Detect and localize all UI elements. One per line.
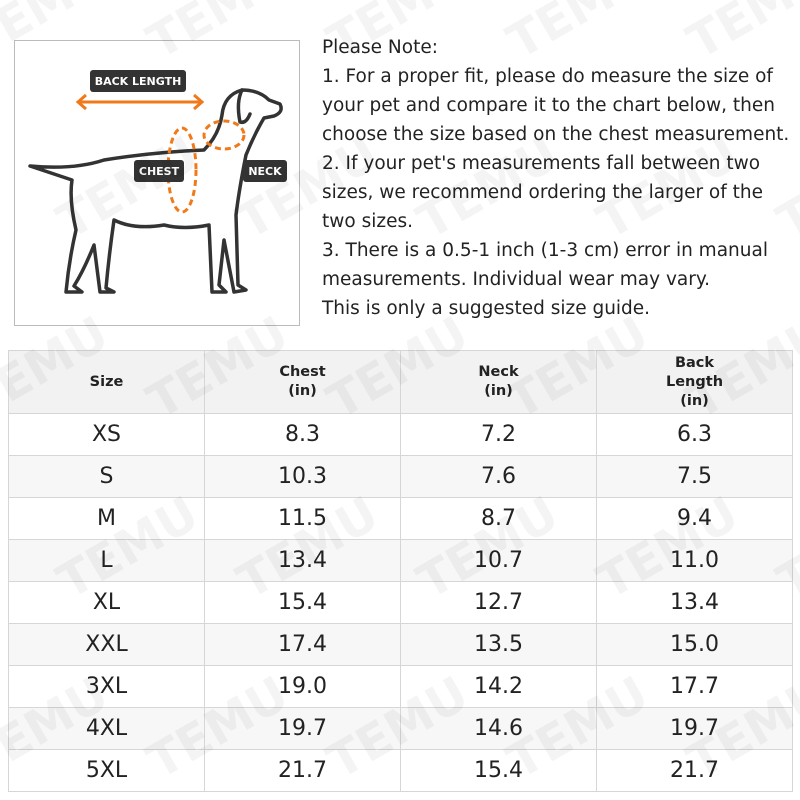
cell: 5XL (8, 749, 205, 792)
cell: 21.7 (596, 749, 793, 792)
cell: 7.5 (596, 455, 793, 498)
header-cell: Neck (in) (400, 350, 597, 414)
cell: 21.7 (204, 749, 401, 792)
cell: 15.4 (400, 749, 597, 792)
note-paragraph: 1. For a proper fit, please do measure t… (322, 66, 790, 145)
cell: S (8, 455, 205, 498)
cell: 13.5 (400, 623, 597, 666)
row: XL 15.4 12.7 13.4 (8, 581, 793, 624)
row: 3XL 19.0 14.2 17.7 (8, 665, 793, 708)
label: CHEST (139, 165, 180, 178)
cell: M (8, 497, 205, 540)
note-paragraph: 2. If your pet's measurements fall betwe… (322, 153, 764, 232)
cell: 19.0 (204, 665, 401, 708)
header-text: Neck (478, 364, 519, 380)
note: Please Note: 1. For a proper fit, please… (322, 33, 794, 323)
row: XXL 17.4 13.5 15.0 (8, 623, 793, 666)
row: S 10.3 7.6 7.5 (8, 455, 793, 498)
header-text: (in) (680, 392, 709, 409)
cell: 15.0 (596, 623, 793, 666)
cell: XS (8, 413, 205, 456)
cell: 10.7 (400, 539, 597, 582)
row: 5XL 21.7 15.4 21.7 (8, 749, 793, 792)
header-row: Size Chest (in) Neck (in) Back Length (in) (8, 350, 793, 414)
header-cell: Back Length (in) (596, 350, 793, 414)
cell: 8.3 (204, 413, 401, 456)
cell: 12.7 (400, 581, 597, 624)
cell: 7.6 (400, 455, 597, 498)
cell: 7.2 (400, 413, 597, 456)
cell: 3XL (8, 665, 205, 708)
cell: 13.4 (596, 581, 793, 624)
label-box (90, 70, 186, 92)
header-cell: Chest (in) (204, 350, 401, 414)
header-text: Length (665, 373, 724, 390)
header-text: Back (674, 354, 715, 371)
cell: 8.7 (400, 497, 597, 540)
header-text: (in) (288, 383, 317, 399)
cell: 17.7 (596, 665, 793, 708)
cell: 10.3 (204, 455, 401, 498)
illustration: BACK LENGTH CHEST NECK (14, 40, 300, 326)
label: NECK (248, 165, 282, 178)
label-box (134, 160, 184, 182)
header-text: Chest (279, 364, 326, 380)
header-text: Size (89, 373, 124, 390)
cell: XXL (8, 623, 205, 666)
cell: 6.3 (596, 413, 793, 456)
label: BACK LENGTH (95, 75, 182, 88)
cell: 9.4 (596, 497, 793, 540)
cell: 11.0 (596, 539, 793, 582)
cell: L (8, 539, 205, 582)
dog (28, 88, 283, 294)
note-paragraph: This is only a suggested size guide. (322, 298, 651, 319)
label-box (243, 160, 287, 182)
cell: 14.6 (400, 707, 597, 750)
cell: 13.4 (204, 539, 401, 582)
cell: 4XL (8, 707, 205, 750)
header-text: (in) (484, 383, 513, 399)
row: 4XL 19.7 14.6 19.7 (8, 707, 793, 750)
row: XS 8.3 7.2 6.3 (8, 413, 793, 456)
header-cell: Size (8, 350, 205, 414)
row: L 13.4 10.7 11.0 (8, 539, 793, 582)
cell: 14.2 (400, 665, 597, 708)
cell: 15.4 (204, 581, 401, 624)
cell: 19.7 (596, 707, 793, 750)
cell: 17.4 (204, 623, 401, 666)
note-paragraph: 3. There is a 0.5-1 inch (1-3 cm) error … (322, 240, 768, 290)
note-title: Please Note: (322, 37, 438, 58)
cell: XL (8, 581, 205, 624)
row: M 11.5 8.7 9.4 (8, 497, 793, 540)
size-table: Size Chest (in) Neck (in) Back Length (in) XS 8.3… (8, 350, 793, 792)
cell: 19.7 (204, 707, 401, 750)
cell: 11.5 (204, 497, 401, 540)
